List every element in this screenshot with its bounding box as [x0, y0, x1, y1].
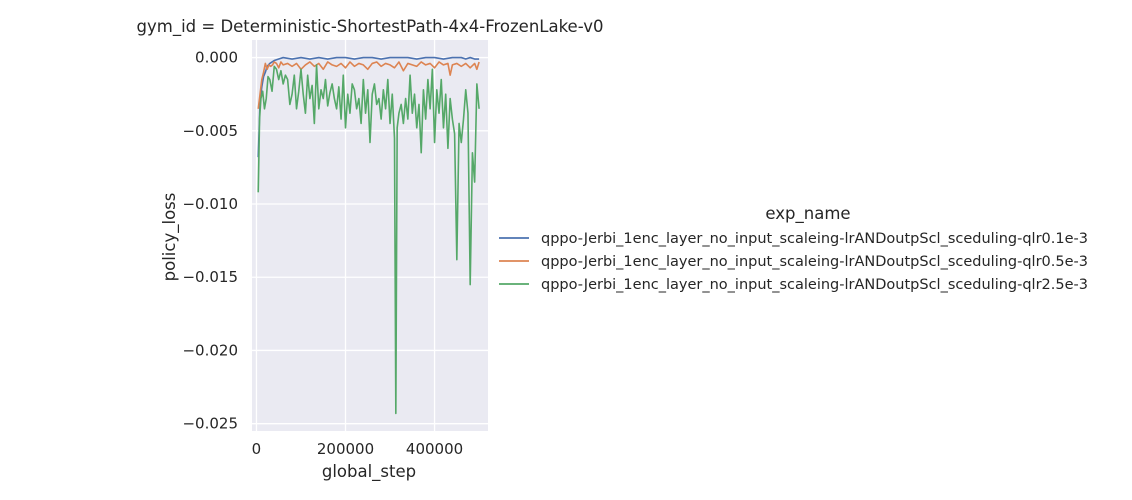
y-tick-label: 0.000 — [195, 49, 238, 67]
series-line-2 — [257, 61, 480, 109]
legend-label-1: qppo-Jerbi_1enc_layer_no_input_scaleing-… — [541, 231, 1088, 247]
legend-label-2: qppo-Jerbi_1enc_layer_no_input_scaleing-… — [541, 254, 1088, 270]
x-tick-label: 200000 — [317, 440, 374, 458]
x-axis-title: global_step — [322, 462, 416, 482]
y-axis-title: policy_loss — [160, 193, 180, 282]
y-tick-label: −0.015 — [182, 268, 238, 286]
y-tick-label: −0.010 — [182, 195, 238, 213]
y-tick-label: −0.025 — [182, 415, 238, 433]
x-tick-label: 400000 — [406, 440, 463, 458]
series-line-3 — [257, 64, 480, 415]
legend: exp_name qppo-Jerbi_1enc_layer_no_input_… — [499, 204, 1088, 293]
legend-title: exp_name — [765, 204, 850, 224]
y-tick-label: −0.005 — [182, 122, 238, 140]
y-tick-label: −0.020 — [182, 341, 238, 359]
plot-area — [252, 40, 488, 431]
chart-title: gym_id = Deterministic-ShortestPath-4x4-… — [137, 17, 604, 37]
legend-label-3: qppo-Jerbi_1enc_layer_no_input_scaleing-… — [541, 277, 1088, 293]
x-tick-label: 0 — [252, 440, 262, 458]
